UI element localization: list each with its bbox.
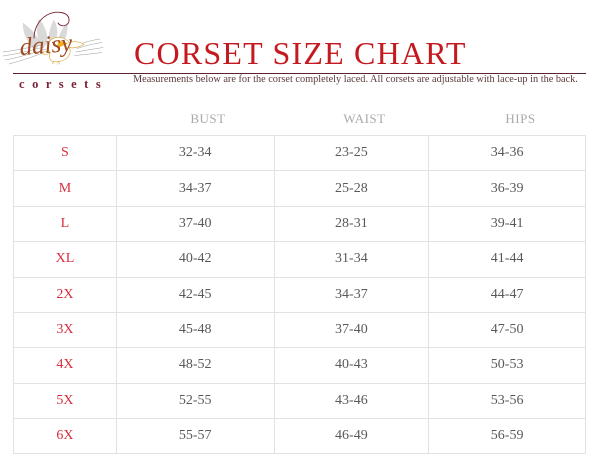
svg-text:daisy: daisy <box>18 30 74 62</box>
